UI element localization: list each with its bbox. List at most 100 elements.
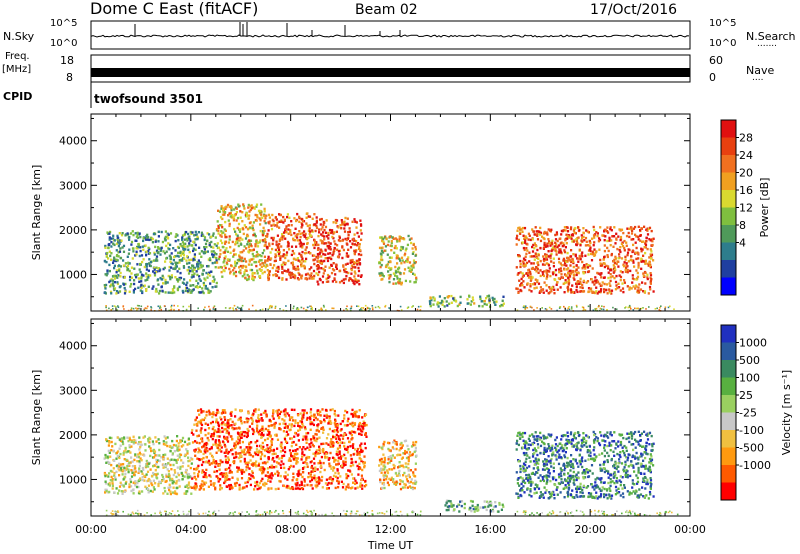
velocity-cell [217, 464, 220, 467]
velocity-cell [156, 477, 159, 480]
power-cell [562, 282, 565, 285]
power-cell [233, 253, 236, 256]
power-cell [326, 244, 329, 248]
power-cell [308, 274, 311, 277]
power-cell [650, 229, 653, 233]
velocity-cell [233, 427, 236, 430]
power-cell [644, 243, 648, 246]
power-cell [143, 265, 146, 269]
power-cell [147, 252, 150, 255]
power-cell [582, 279, 585, 283]
power-cell [329, 231, 333, 235]
power-cell [570, 291, 573, 294]
power-cell [275, 218, 278, 221]
velocity-cell [238, 432, 242, 436]
power-cell [649, 257, 653, 260]
power-cell [563, 291, 566, 294]
velocity-cell [217, 480, 220, 483]
velocity-cell [352, 443, 355, 446]
power-ground-cell [274, 305, 277, 308]
power-cell [169, 257, 172, 260]
power-cell [278, 226, 281, 229]
power-cell [322, 253, 325, 256]
velocity-cell [122, 463, 125, 466]
power-ground-cell [255, 309, 257, 311]
velocity-cell [257, 484, 260, 487]
power-cell [216, 242, 219, 245]
power-cell [612, 245, 615, 248]
velocity-cell [275, 434, 278, 437]
velocity-cell [238, 488, 241, 491]
power-cell [130, 266, 134, 269]
power-cell [442, 300, 445, 303]
power-ground-cell [366, 307, 369, 310]
power-cell [639, 234, 642, 237]
velocity-cell [129, 451, 132, 454]
power-cell [256, 216, 259, 219]
power-cell [413, 273, 416, 276]
velocity-cell [356, 447, 359, 451]
power-cell [399, 272, 402, 275]
power-cell [310, 266, 313, 269]
power-cell [264, 259, 267, 262]
power-cell [545, 262, 548, 265]
power-cell [243, 273, 246, 276]
power-cell [119, 247, 122, 250]
power-cell [584, 265, 587, 269]
power-cell [359, 223, 363, 226]
velocity-cell [175, 486, 178, 490]
velocity-cell [120, 463, 123, 466]
power-cell [164, 260, 167, 263]
velocity-cell [260, 432, 263, 435]
velocity-cell [216, 435, 219, 438]
power-cell [333, 278, 336, 281]
power-ground-cell [144, 307, 147, 309]
velocity-cell [218, 464, 221, 467]
velocity-cell [186, 490, 189, 493]
power-cell [539, 290, 542, 293]
velocity-cell [354, 487, 357, 490]
power-cell [561, 276, 564, 279]
velocity-cell [154, 482, 157, 485]
power-cell [284, 230, 287, 233]
power-cell [183, 282, 186, 285]
power-cell [147, 236, 150, 239]
velocity-cell [109, 455, 112, 458]
velocity-cell [223, 443, 226, 447]
velocity-data-points [103, 408, 679, 517]
velocity-cell [312, 467, 315, 470]
velocity-cell [199, 450, 202, 453]
power-cell [341, 245, 344, 248]
power-cell [219, 224, 222, 227]
velocity-cell [209, 452, 212, 455]
power-cell [565, 233, 568, 236]
velocity-cell [103, 471, 106, 475]
power-cell [353, 233, 356, 236]
power-cell [147, 274, 150, 277]
power-cell [388, 256, 391, 259]
power-cell [411, 247, 414, 250]
velocity-cell [310, 421, 313, 424]
power-cell [521, 226, 524, 230]
power-cell [564, 246, 567, 249]
velocity-cell [337, 456, 340, 459]
velocity-cell [176, 435, 179, 438]
velocity-cell [280, 441, 283, 444]
power-cell [119, 265, 122, 268]
power-cell [237, 236, 240, 240]
velocity-cell [218, 468, 221, 471]
power-cell [300, 265, 303, 268]
power-cell [118, 232, 121, 235]
velocity-cell [229, 412, 232, 415]
power-cell [632, 227, 635, 230]
power-cell [613, 276, 616, 280]
power-cell [245, 269, 248, 272]
velocity-cell [171, 491, 174, 494]
power-cell [254, 245, 257, 248]
power-cell [536, 256, 539, 259]
power-cell [441, 303, 444, 306]
power-cell [649, 276, 652, 279]
power-cell [575, 238, 578, 241]
power-ground-cell [371, 307, 374, 309]
power-cell [152, 232, 155, 236]
